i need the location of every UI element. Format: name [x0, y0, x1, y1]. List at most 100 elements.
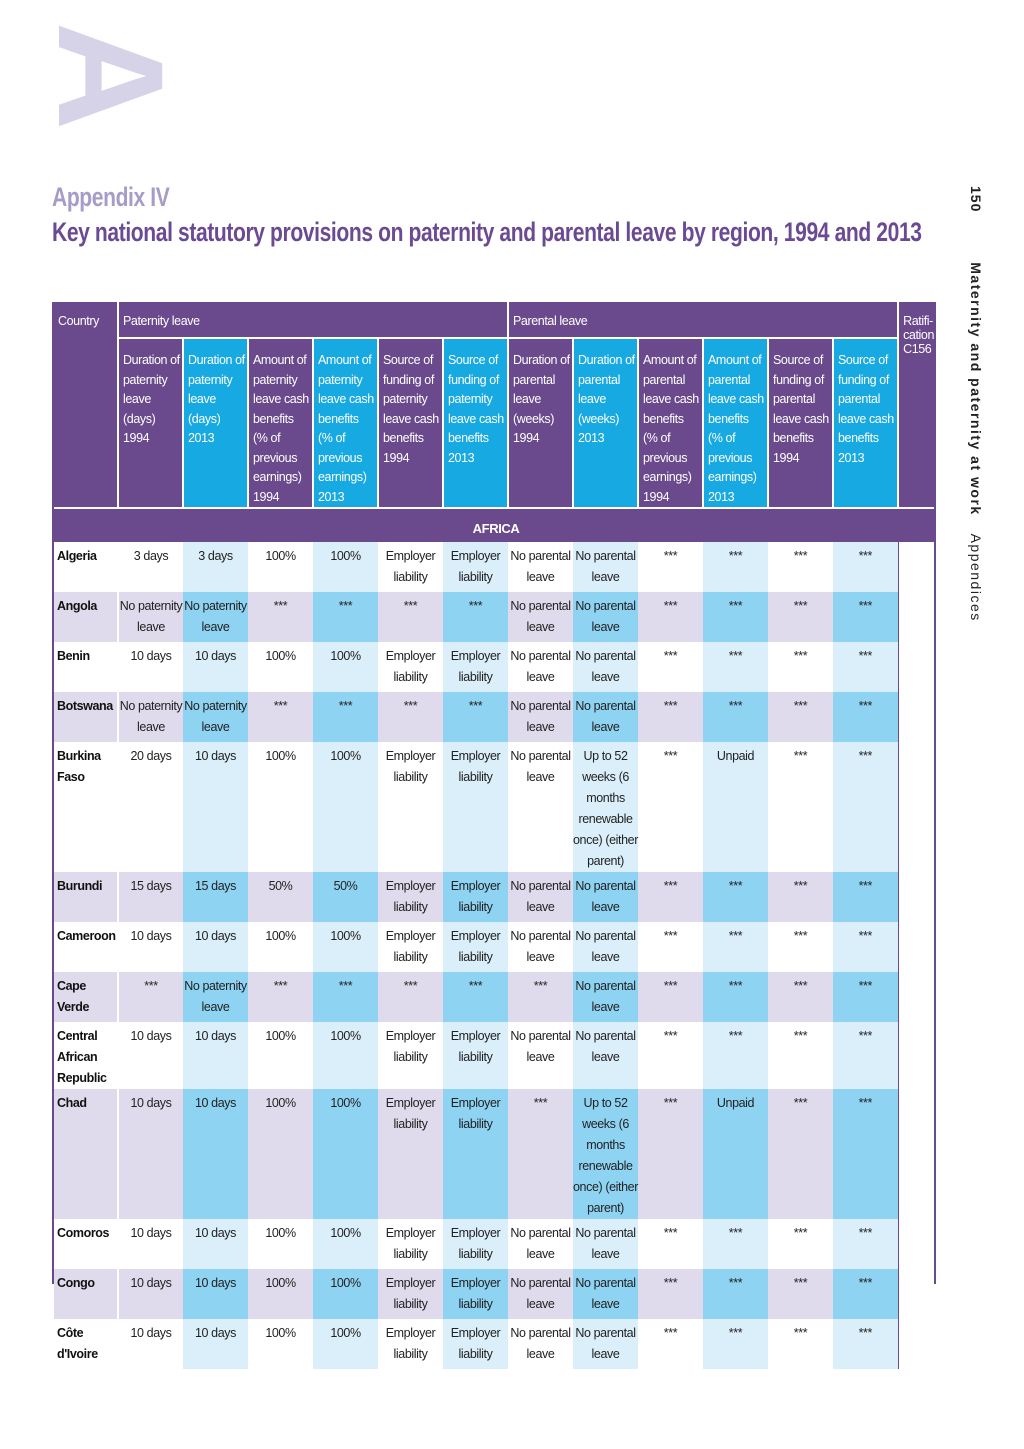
- table-cell: 15 days: [118, 872, 183, 922]
- table-cell: 100%: [313, 1269, 378, 1319]
- ratification-cell: [897, 922, 935, 972]
- table-cell: No parental leave: [508, 742, 573, 872]
- table-cell: ***: [703, 1022, 768, 1089]
- section-letter-decoration: A: [55, 17, 167, 135]
- table-cell: 100%: [248, 1089, 313, 1219]
- table-cell: 20 days: [118, 742, 183, 872]
- table-cell: 10 days: [118, 642, 183, 692]
- table-cell: 100%: [313, 742, 378, 872]
- table-cell: No parental leave: [508, 1319, 573, 1369]
- country-cell: Angola: [54, 592, 119, 642]
- table-cell: ***: [768, 972, 833, 1022]
- table-cell: Unpaid: [703, 1089, 768, 1219]
- table-cell: No parental leave: [573, 972, 638, 1022]
- column-header: Source of funding of paternity leave cas…: [442, 337, 508, 508]
- table-cell: ***: [378, 692, 443, 742]
- table-cell: ***: [768, 872, 833, 922]
- table-cell: ***: [638, 1219, 703, 1269]
- table-cell: No parental leave: [508, 1022, 573, 1089]
- table-cell: 10 days: [183, 1219, 248, 1269]
- ratification-cell: [897, 542, 935, 592]
- table-cell: ***: [703, 642, 768, 692]
- table-cell: Employer liability: [378, 1219, 443, 1269]
- ratification-cell: [897, 972, 935, 1022]
- table-cell: ***: [638, 1022, 703, 1089]
- table-cell: 100%: [248, 542, 313, 592]
- table-cell: ***: [313, 972, 378, 1022]
- table-cell: No parental leave: [573, 642, 638, 692]
- table-cell: Unpaid: [703, 742, 768, 872]
- table-cell: ***: [378, 972, 443, 1022]
- table-row: Congo 10 days 10 days 100% 100% Employer liab…: [54, 1269, 935, 1319]
- table-cell: Employer liability: [378, 742, 443, 872]
- table-cell: 10 days: [118, 1219, 183, 1269]
- table-cell: Employer liability: [443, 542, 508, 592]
- table-cell: 100%: [248, 1219, 313, 1269]
- table-cell: 15 days: [183, 872, 248, 922]
- table-cell: ***: [248, 692, 313, 742]
- column-header: Duration of paternity leave (days) 1994: [117, 337, 183, 508]
- column-header: Source of funding of paternity leave cas…: [377, 337, 443, 508]
- country-cell: Algeria: [54, 542, 119, 592]
- table-row: Cape Verde *** No paternity leave *** *** ***…: [54, 972, 935, 1022]
- table-cell: ***: [833, 1089, 899, 1219]
- table-cell: ***: [638, 592, 703, 642]
- table-cell: ***: [508, 1089, 573, 1219]
- table-cell: 100%: [313, 642, 378, 692]
- table-cell: 10 days: [183, 642, 248, 692]
- table-row: Comoros 10 days 10 days 100% 100% Employer li…: [54, 1219, 935, 1269]
- column-header: Duration of paternity leave (days) 2013: [182, 337, 248, 508]
- table-cell: ***: [768, 1319, 833, 1369]
- table-cell: No parental leave: [573, 1219, 638, 1269]
- table-cell: No parental leave: [573, 872, 638, 922]
- table-cell: ***: [313, 592, 378, 642]
- table-cell: ***: [833, 742, 899, 872]
- table-cell: Employer liability: [443, 1269, 508, 1319]
- title-block: Appendix IV Key national statutory provi…: [52, 182, 922, 248]
- table-cell: Employer liability: [378, 542, 443, 592]
- country-cell: Congo: [54, 1269, 119, 1319]
- table-cell: ***: [768, 542, 833, 592]
- table-cell: 50%: [313, 872, 378, 922]
- table-cell: 50%: [248, 872, 313, 922]
- table-cell: ***: [443, 692, 508, 742]
- table-cell: ***: [638, 542, 703, 592]
- table-cell: 100%: [248, 642, 313, 692]
- table-cell: ***: [833, 1219, 899, 1269]
- table-cell: Employer liability: [378, 872, 443, 922]
- table-cell: ***: [508, 972, 573, 1022]
- side-running-header: 150 Maternity and paternity at work Appe…: [960, 186, 990, 706]
- table-cell: ***: [118, 972, 183, 1022]
- table-cell: Employer liability: [443, 872, 508, 922]
- table-cell: 100%: [313, 1089, 378, 1219]
- table-cell: 10 days: [118, 1319, 183, 1369]
- table-cell: 10 days: [118, 1022, 183, 1089]
- table-row: Benin 10 days 10 days 100% 100% Employer liab…: [54, 642, 935, 692]
- table-cell: ***: [768, 692, 833, 742]
- country-cell: Central African Republic: [54, 1022, 119, 1089]
- table-row: Côte d'Ivoire 10 days 10 days 100% 100% Emplo…: [54, 1319, 935, 1369]
- appendix-label: Appendix IV: [52, 182, 170, 212]
- table-cell: 3 days: [118, 542, 183, 592]
- parental-leave-header: Parental leave: [506, 302, 899, 338]
- provisions-table: Country Paternity leave Parental leave R…: [54, 302, 934, 1369]
- table-cell: 100%: [313, 1319, 378, 1369]
- table-cell: 100%: [248, 922, 313, 972]
- table-row: Angola No paternity leave No paternity lea…: [54, 592, 935, 642]
- table-cell: 10 days: [118, 1269, 183, 1319]
- table-cell: Employer liability: [443, 1022, 508, 1089]
- table-cell: ***: [703, 542, 768, 592]
- table-cell: 100%: [248, 1269, 313, 1319]
- ratification-cell: [897, 1219, 935, 1269]
- table-cell: ***: [833, 592, 899, 642]
- table-cell: ***: [638, 922, 703, 972]
- table-cell: 10 days: [183, 1269, 248, 1319]
- table-cell: ***: [833, 1269, 899, 1319]
- table-cell: ***: [703, 972, 768, 1022]
- table-cell: 100%: [248, 742, 313, 872]
- table-cell: 100%: [248, 1022, 313, 1089]
- table-cell: ***: [703, 692, 768, 742]
- table-cell: ***: [248, 592, 313, 642]
- column-header: Duration of parental leave (weeks) 2013: [572, 337, 638, 508]
- table-cell: Employer liability: [443, 742, 508, 872]
